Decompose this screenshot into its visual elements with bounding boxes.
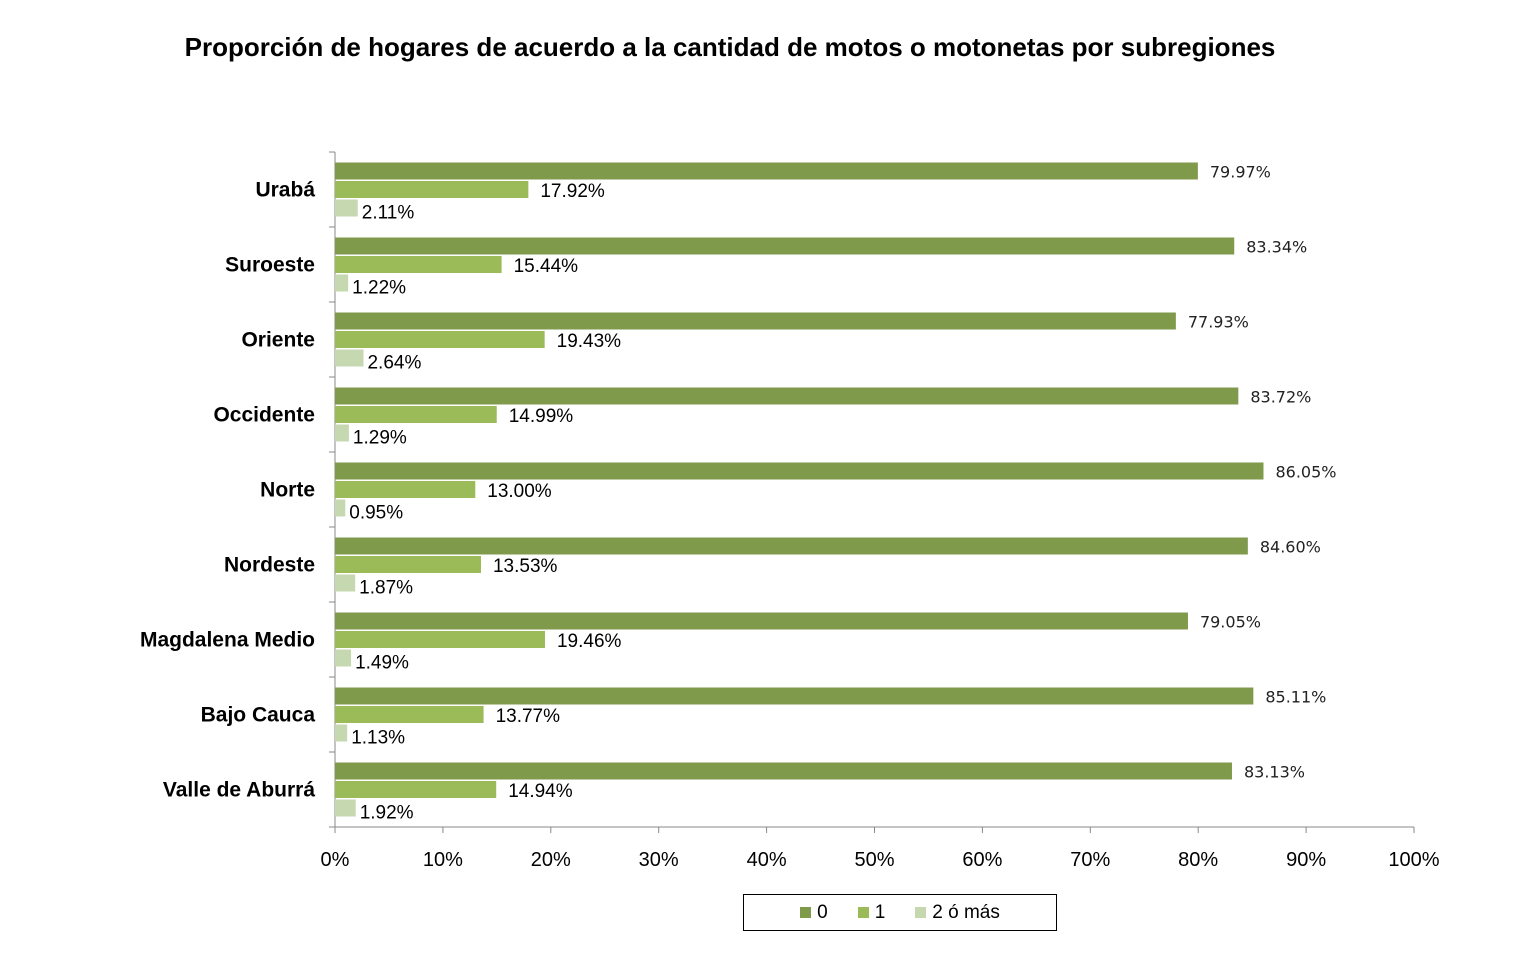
category-label: Oriente bbox=[241, 329, 315, 352]
data-label: 14.94% bbox=[508, 781, 573, 802]
bar-2 bbox=[335, 649, 352, 667]
data-label: 1.22% bbox=[352, 278, 406, 299]
bar-1 bbox=[335, 256, 502, 273]
data-label: 83.34% bbox=[1246, 238, 1307, 257]
data-label: 86.05% bbox=[1275, 463, 1336, 482]
data-label: 0.95% bbox=[349, 503, 403, 524]
x-tick-label: 20% bbox=[531, 849, 571, 871]
category-label: Valle de Aburrá bbox=[163, 779, 315, 802]
data-label: 83.13% bbox=[1244, 763, 1305, 782]
data-label: 19.43% bbox=[557, 331, 622, 352]
bar-1 bbox=[335, 706, 484, 723]
category-label: Urabá bbox=[255, 179, 315, 202]
category-label: Bajo Cauca bbox=[201, 704, 316, 727]
data-label: 1.87% bbox=[359, 578, 413, 599]
data-label: 79.97% bbox=[1210, 163, 1271, 182]
data-label: 17.92% bbox=[540, 181, 605, 202]
bar-0 bbox=[335, 387, 1239, 405]
data-label: 83.72% bbox=[1250, 388, 1311, 407]
data-label: 1.13% bbox=[351, 728, 405, 749]
bar-1 bbox=[335, 781, 497, 798]
legend-label: 0 bbox=[817, 901, 828, 923]
bar-0 bbox=[335, 462, 1264, 480]
x-tick-label: 40% bbox=[747, 849, 787, 871]
bar-1 bbox=[335, 481, 476, 498]
data-label: 13.77% bbox=[496, 706, 561, 727]
legend-label: 2 ó más bbox=[932, 901, 1000, 923]
bar-0 bbox=[335, 762, 1232, 780]
bar-1 bbox=[335, 181, 529, 198]
bar-1 bbox=[335, 331, 545, 348]
bar-2 bbox=[335, 574, 356, 592]
data-label: 1.49% bbox=[355, 653, 409, 674]
bar-0 bbox=[335, 537, 1248, 555]
bar-2 bbox=[335, 424, 349, 442]
bar-2 bbox=[335, 274, 349, 292]
data-label: 79.05% bbox=[1200, 613, 1261, 632]
data-label: 13.53% bbox=[493, 556, 558, 577]
data-label: 1.29% bbox=[353, 428, 407, 449]
bar-1 bbox=[335, 556, 481, 573]
data-label: 14.99% bbox=[509, 406, 574, 427]
category-label: Nordeste bbox=[224, 554, 315, 577]
x-tick-label: 50% bbox=[854, 849, 894, 871]
x-tick-label: 60% bbox=[962, 849, 1002, 871]
x-tick-label: 70% bbox=[1070, 849, 1110, 871]
data-label: 77.93% bbox=[1188, 313, 1249, 332]
chart-title: Proporción de hogares de acuerdo a la ca… bbox=[184, 32, 1276, 62]
bar-1 bbox=[335, 406, 497, 423]
data-label: 15.44% bbox=[514, 256, 579, 277]
bar-0 bbox=[335, 162, 1198, 180]
bar-1 bbox=[335, 631, 545, 648]
bar-0 bbox=[335, 237, 1235, 255]
data-label: 84.60% bbox=[1260, 538, 1321, 557]
data-label: 2.11% bbox=[362, 203, 415, 224]
data-label: 19.46% bbox=[557, 631, 622, 652]
bar-2 bbox=[335, 724, 348, 742]
bar-2 bbox=[335, 349, 364, 367]
bar-2 bbox=[335, 499, 346, 517]
legend-item: 2 ó más bbox=[915, 902, 1000, 924]
legend-item: 0 bbox=[800, 902, 828, 924]
bar-2 bbox=[335, 799, 356, 817]
x-tick-label: 100% bbox=[1388, 849, 1439, 871]
legend-swatch bbox=[800, 907, 812, 918]
category-label: Suroeste bbox=[225, 254, 315, 277]
data-label: 13.00% bbox=[487, 481, 552, 502]
legend-item: 1 bbox=[857, 901, 886, 924]
x-tick-label: 10% bbox=[423, 849, 463, 871]
legend-label: 1 bbox=[874, 901, 886, 923]
legend: 0 1 2 ó más bbox=[743, 894, 1057, 931]
legend-swatch bbox=[915, 907, 927, 918]
data-label: 85.11% bbox=[1265, 688, 1326, 707]
x-tick-label: 90% bbox=[1286, 849, 1326, 871]
bar-0 bbox=[335, 687, 1254, 705]
category-label: Occidente bbox=[213, 404, 315, 427]
legend-swatch bbox=[857, 907, 869, 918]
data-label: 1.92% bbox=[360, 803, 414, 824]
x-tick-label: 80% bbox=[1178, 849, 1218, 871]
category-label: Norte bbox=[260, 479, 315, 502]
category-label: Magdalena Medio bbox=[140, 629, 315, 652]
data-label: 2.64% bbox=[367, 353, 421, 374]
x-tick-label: 0% bbox=[321, 849, 350, 871]
bar-2 bbox=[335, 199, 358, 217]
bar-0 bbox=[335, 312, 1176, 330]
x-tick-label: 30% bbox=[639, 849, 679, 871]
bar-0 bbox=[335, 612, 1188, 630]
